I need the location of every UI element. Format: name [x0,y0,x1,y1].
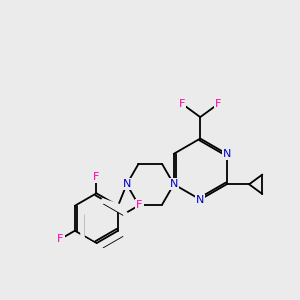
Text: N: N [169,179,178,189]
Text: N: N [222,149,231,159]
Text: F: F [57,234,64,244]
Text: N: N [122,179,131,189]
Text: F: F [136,200,143,210]
Text: N: N [196,194,204,205]
Text: F: F [215,99,221,109]
Text: F: F [179,99,185,109]
Text: F: F [93,172,100,182]
